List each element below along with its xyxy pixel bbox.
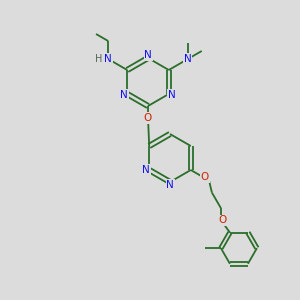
Text: O: O bbox=[144, 113, 152, 123]
Text: N: N bbox=[144, 50, 152, 60]
Text: O: O bbox=[201, 172, 209, 182]
Text: N: N bbox=[104, 54, 112, 64]
Text: N: N bbox=[166, 180, 174, 190]
Text: O: O bbox=[219, 215, 227, 225]
Text: N: N bbox=[168, 90, 176, 100]
Text: N: N bbox=[184, 54, 192, 64]
Text: N: N bbox=[120, 90, 128, 100]
Text: N: N bbox=[142, 165, 150, 175]
Text: H: H bbox=[95, 54, 103, 64]
